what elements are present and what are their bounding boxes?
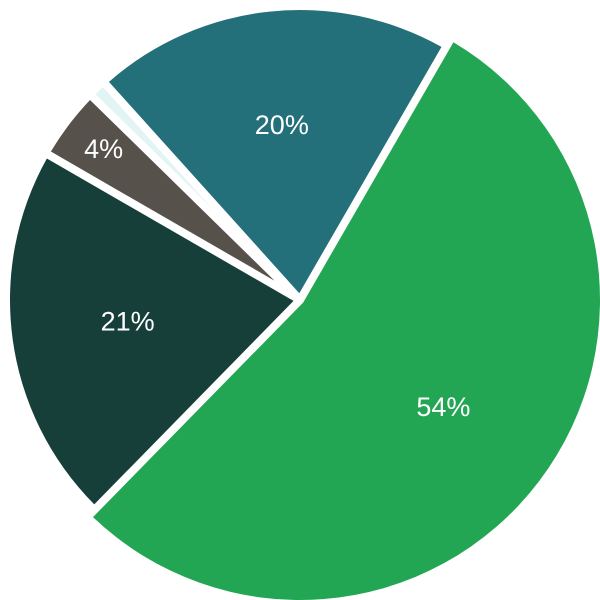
pie-slices (9, 10, 600, 600)
pie-slice-4 (108, 10, 442, 294)
pie-slice-label-0: 54% (416, 392, 470, 422)
pie-slice-0 (92, 42, 600, 600)
pie-slice-3 (95, 87, 212, 209)
pie-slice-2 (50, 99, 275, 281)
pie-slice-label-4: 20% (255, 110, 309, 140)
pie-labels: 54% 21% 4% 20% (84, 110, 470, 422)
pie-slice-label-1: 21% (101, 307, 155, 337)
pie-slice-label-2: 4% (84, 134, 123, 164)
pie-slice-1 (9, 158, 294, 505)
